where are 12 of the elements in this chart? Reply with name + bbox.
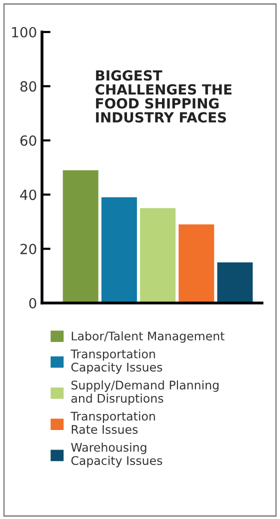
- legend-label: Supply/Demand Planning and Disruptions: [71, 380, 218, 406]
- y-tick-label: 80: [20, 81, 36, 92]
- legend-label: Warehousing Capacity Issues: [71, 442, 162, 468]
- y-tick-label: 40: [20, 190, 36, 200]
- y-tick-label: 100: [12, 26, 36, 38]
- y-tick-label: 60: [20, 135, 36, 146]
- legend-label: Labor/Talent Management: [72, 331, 224, 343]
- legend-label: Transportation Rate Issues: [70, 412, 155, 434]
- text: BIGGEST CHALLENGES THE FOOD SHIPPING INDUSTRY FACES: [95, 70, 232, 123]
- legend-label: Transportation Capacity Issues: [70, 349, 162, 374]
- y-tick-label: 20: [20, 244, 36, 254]
- y-tick-label: 0: [29, 298, 36, 308]
